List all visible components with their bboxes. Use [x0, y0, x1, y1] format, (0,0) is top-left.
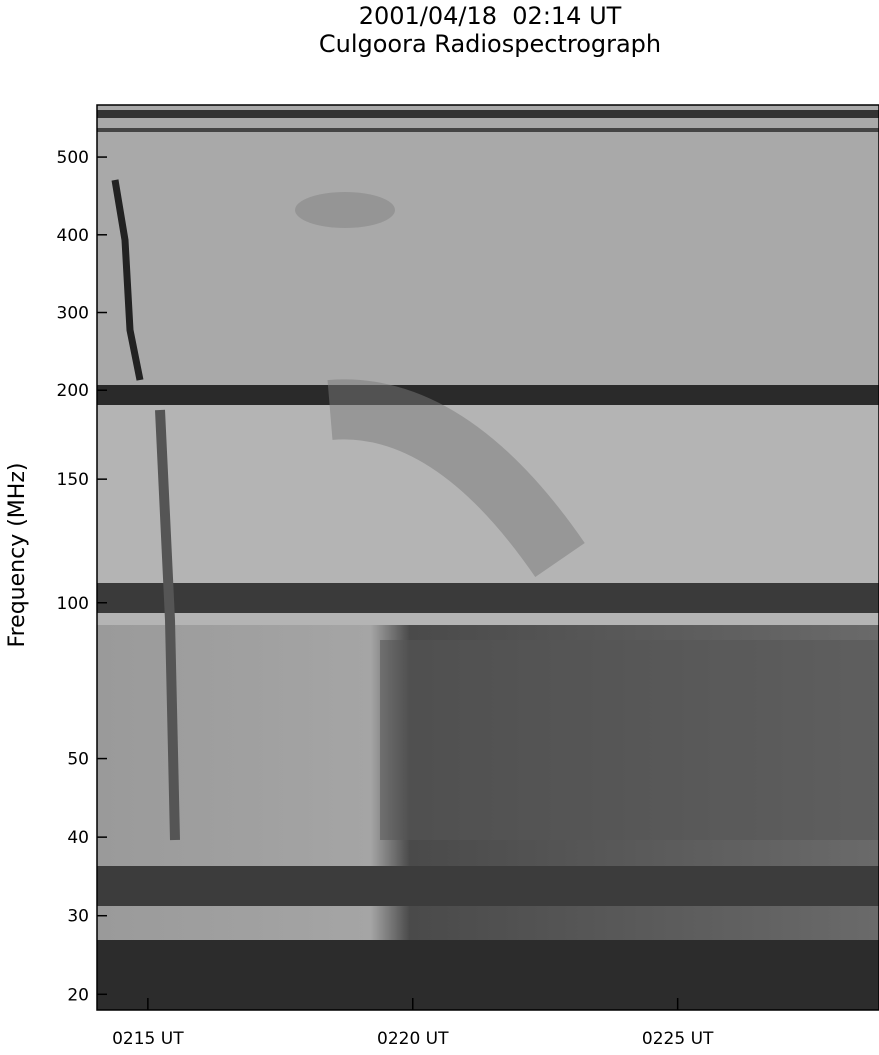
- y-tick-label: 40: [67, 828, 89, 848]
- y-tick-label: 150: [57, 470, 89, 490]
- y-axis-label: Frequency (MHz): [5, 463, 30, 648]
- x-tick-label: 0215 UT: [112, 1029, 184, 1049]
- y-tick-label: 20: [67, 985, 89, 1005]
- plot-frame: [96, 104, 879, 1011]
- y-tick-label: 500: [57, 148, 89, 168]
- x-tick-label: 0225 UT: [642, 1029, 714, 1049]
- y-tick-label: 30: [67, 907, 89, 927]
- y-tick-label: 300: [57, 304, 89, 324]
- chart-title: 2001/04/18 02:14 UT: [359, 2, 622, 30]
- y-tick-label: 200: [57, 381, 89, 401]
- y-tick-label: 50: [67, 750, 89, 770]
- x-tick-label: 0220 UT: [377, 1029, 449, 1049]
- chart-subtitle: Culgoora Radiospectrograph: [319, 30, 661, 58]
- spectrogram-image: [97, 105, 879, 1010]
- y-tick-label: 400: [57, 226, 89, 246]
- y-tick-label: 100: [57, 594, 89, 614]
